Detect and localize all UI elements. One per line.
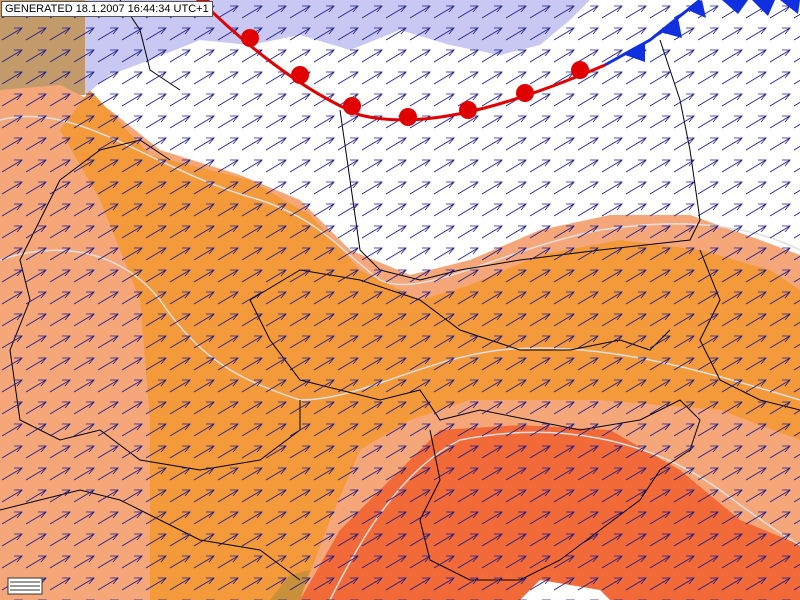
- warm-front: [195, 0, 606, 126]
- cold-front: [604, 0, 800, 67]
- logo-icon: [7, 577, 43, 595]
- generated-label: GENERATED 18.1.2007 16:44:34 UTC+1: [1, 1, 213, 17]
